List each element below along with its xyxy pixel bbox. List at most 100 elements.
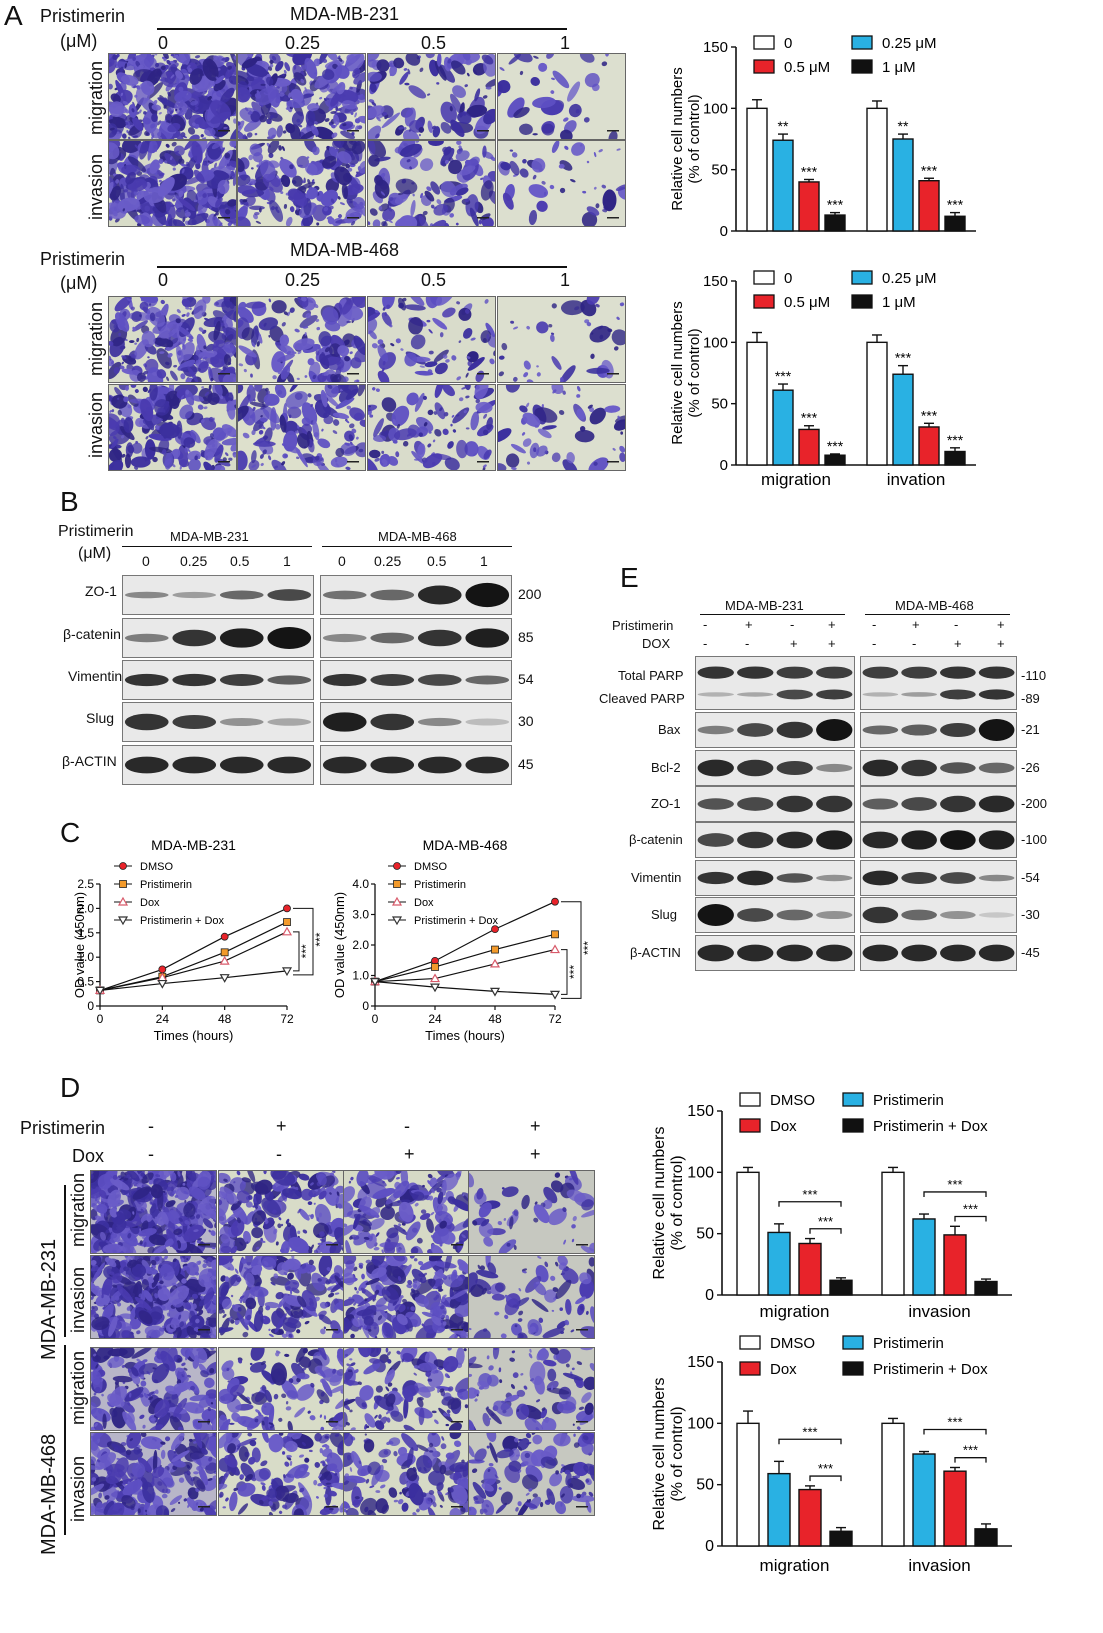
C-468-series-line-3 [374,981,556,996]
e-cell-231: MDA-MB-231 [725,598,804,613]
a-top-micrograph-r0-c1 [237,53,366,140]
a-bot-micrograph-r0-c0 [108,296,237,383]
A-231-legend-swatch-3 [851,59,873,74]
a-top-micrograph-r1-c3 [497,140,626,227]
C-468-xtick-label-1: 24 [428,1012,442,1026]
A-468-bar-1-0 [866,341,888,466]
e-blot-231-2 [695,786,855,822]
C-468-xtick-label-3: 72 [548,1012,562,1026]
b-blot-468-1 [320,618,512,658]
C-231-legend-label-2: Dox [140,897,160,909]
C-231-legend-marker-3 [117,916,129,926]
A-231-legend-label-1: 0.25 μM [882,35,937,52]
C-231-sig-bracket-0 [293,931,300,972]
a-top-dose-1: 0.25 [285,33,321,53]
D-468-bar-0-0 [736,1422,760,1547]
A-468-sig-0-1: *** [775,368,792,384]
b-blot-231-0 [122,575,314,615]
d-drug2-sign-0: - [148,1144,154,1164]
d-micrograph-r2-c1 [218,1347,345,1431]
a-top-micrograph-r0-c3 [497,53,626,140]
d-micrograph-r2-c3 [468,1347,595,1431]
e-drug2-sign-1-1: - [912,636,917,651]
D-231-ytick-label-2: 100 [687,1164,714,1181]
a-bot-drug-label: Pristimerin [40,249,126,269]
a-bot-row-migration: migration [86,301,106,376]
A-468-category-0: migration [761,470,831,489]
b-blot-468-4 [320,745,512,785]
C-468-legend-marker-3 [391,916,403,926]
D-468-bracket-label-1-0: *** [947,1414,962,1429]
D-468-ytick-label-0: 0 [705,1538,714,1555]
D-468-bracket-0-0 [778,1438,842,1445]
d-micrograph-r1-c0 [90,1255,217,1339]
panel-d-letter: D [60,1072,81,1103]
b-size-4: 45 [518,756,534,772]
A-468-sig-1-1: *** [895,350,912,366]
A-231-ytick-label-2: 100 [703,100,728,117]
e-drug2-sign-0-0: - [703,636,708,651]
C-468-ytick-label-4: 4.0 [352,877,369,891]
b-size-3: 30 [518,713,534,729]
A-468-legend-swatch-1 [851,270,873,285]
e-protein-1: Cleaved PARP [599,691,685,706]
C-231-ytick-label-1: 0.5 [77,975,94,989]
C-231-point-1-2 [220,948,229,957]
e-drug1-sign-1-1: + [912,617,920,632]
e-blot-468-0 [860,712,1017,748]
b-protein-2: Vimentin [68,668,123,684]
C-468-legend-marker-1 [393,880,401,888]
a-bot-dose-0: 0 [158,270,169,290]
C-468-title: MDA-MB-468 [423,837,508,853]
e-size-6: -54 [1021,870,1040,885]
b-blot-468-2 [320,660,512,700]
b-dose-0-3: 1 [283,553,291,569]
b-size-0: 200 [518,586,542,602]
e-line-468 [865,614,1010,615]
C-468-legend-label-2: Dox [414,897,434,909]
e-size-3: -26 [1021,760,1040,775]
A-468-sig-0-3: *** [827,438,844,454]
C-468-point-2-2 [489,958,501,968]
e-blot-231-4 [695,860,855,896]
e-blot-468-4 [860,860,1017,896]
D-231-bracket-0-1 [809,1228,842,1234]
D-231-category-0: migration [760,1302,830,1321]
D-231-bar-0-2 [798,1242,822,1296]
D-231-legend-swatch-2 [739,1118,761,1133]
e-blot-231-5 [695,897,855,933]
d-231-bracket [64,1185,66,1337]
D-468-ytick-label-1: 50 [696,1477,714,1494]
b-unit-label: (μM) [78,545,112,562]
D-231-bar-1-1 [912,1218,936,1296]
D-231-ylabel-line2: (% of control) [669,1155,686,1250]
A-231-category-0: migration [761,238,831,240]
a-bot-micrograph-r1-c3 [497,384,626,471]
a-bot-unit-label: (μM) [60,273,98,293]
D-468-legend-label-3: Pristimerin + Dox [873,1361,988,1378]
A-231-sig-0-1: ** [778,118,789,134]
A-231-bar-0-0 [746,107,768,232]
C-231-legend-marker-2 [117,896,129,906]
a-bot-dose-3: 1 [560,270,571,290]
a-bot-cell-label: MDA-MB-468 [290,240,400,260]
e-blot-231-parp [695,656,855,710]
C-468-point-3-1 [429,983,441,993]
D-468-ylabel-line1: Relative cell numbers [651,1378,668,1531]
e-size-4: -200 [1021,796,1048,811]
D-231-ytick-label-3: 150 [687,1103,714,1120]
D-468-legend-label-1: Pristimerin [873,1335,944,1352]
C-231-sig-bracket-1 [293,907,314,976]
A-468-bar-1-3 [944,450,966,466]
e-blot-231-3 [695,822,855,858]
D-231-bar-1-2 [943,1234,967,1296]
a-bot-header-line [157,266,567,268]
D-231-ylabel-line1: Relative cell numbers [651,1127,668,1280]
A-468-bar-0-3 [824,454,846,466]
e-size-0: -110 [1021,668,1047,683]
C-468-legend-label-1: Pristimerin [414,879,466,891]
C-231-svg: MDA-MB-231 0 0.5 1.0 1.5 2.0 2.5 0 24 48 72 Times (… [72,837,327,1043]
D-468-legend-swatch-3 [842,1361,864,1376]
C-231-series-line-2 [99,931,288,991]
C-231-series-line-3 [99,970,288,991]
